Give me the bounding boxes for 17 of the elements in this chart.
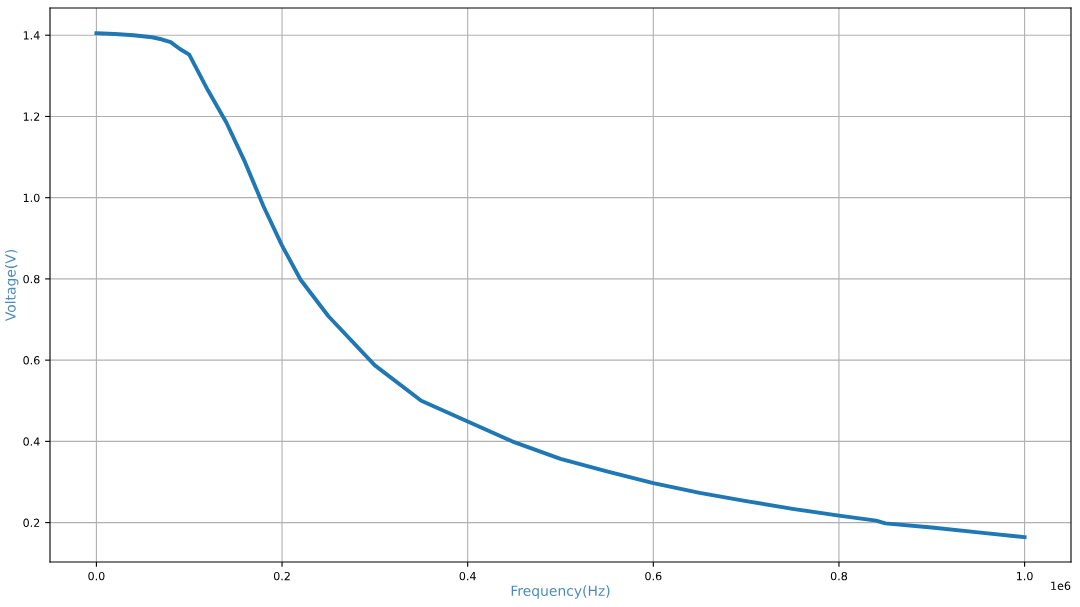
y-tick-label: 1.0 [23,193,40,203]
text: 1e6 [1051,581,1071,590]
line-series [94,31,1027,540]
y-tick-label: 0.2 [23,518,40,527]
y-tick-label: 0.8 [23,274,40,284]
y-tick-label: 1.4 [23,31,40,40]
x-tick-label: 0.4 [459,571,476,581]
y-tick-label: 0.6 [23,356,40,365]
x-tick-label: 0.0 [88,571,105,581]
x-tick-label: 0.6 [645,571,662,581]
x-tick-label: 1.0 [1016,571,1033,581]
x-tick-label: 0.2 [273,571,290,581]
x-tick-label: 0.8 [830,571,848,581]
y-axis-title: Voltage(V) [5,249,19,322]
x-axis-title: Frequency(Hz) [511,585,610,599]
y-tick-label: 0.4 [23,437,40,446]
y-tick-label: 1.2 [23,112,40,121]
